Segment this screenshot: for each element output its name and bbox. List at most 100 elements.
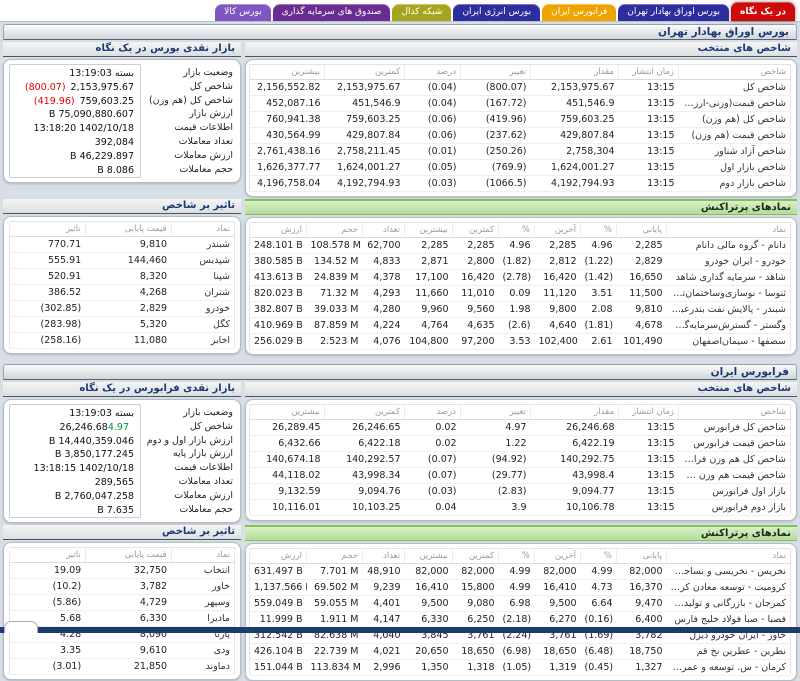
column-header[interactable]: زمان انتشار <box>618 64 679 80</box>
column-header[interactable]: حجم <box>306 548 363 565</box>
column-header[interactable]: حجم <box>306 222 363 238</box>
symbol-name-cell[interactable]: بازار دوم فرابورس <box>678 499 791 516</box>
symbol-name-cell[interactable]: شاخص قیمت هم وزن فراب... <box>678 467 791 484</box>
column-header[interactable]: % <box>580 222 617 238</box>
symbol-name-cell[interactable]: نطرین - عطرین نخ قم <box>666 643 791 661</box>
column-header[interactable]: بیشترین <box>404 548 453 565</box>
nav-tab[interactable]: در یک نگاه <box>731 2 795 21</box>
symbol-name-cell[interactable]: خودرو <box>171 300 235 317</box>
column-header[interactable]: شاخص <box>678 64 791 80</box>
symbol-name-cell[interactable]: شتران <box>171 284 235 301</box>
symbol-name-cell[interactable]: شاخص بازار اول <box>678 159 791 176</box>
symbol-name-cell[interactable]: شاخص قیمت(وزنی-ارزشی) <box>678 95 791 112</box>
column-header[interactable]: % <box>580 548 617 565</box>
symbol-name-cell[interactable]: شپنا <box>171 268 235 285</box>
symbol-name-cell[interactable]: شاخص قیمت فرابورس <box>678 435 791 452</box>
value-cell: 1,327 <box>616 659 667 677</box>
value-cell: 39.033 M <box>306 301 363 318</box>
symbol-name-cell[interactable]: ثنوسا - نوسازی‌وساختمان‌تهران <box>666 285 791 302</box>
symbol-name-cell[interactable]: شاخص آزاد شناور <box>678 143 791 160</box>
column-header[interactable]: کمترین <box>452 548 499 565</box>
value-cell: 2,285 <box>534 237 581 254</box>
column-header[interactable]: تاثیر <box>9 221 86 237</box>
column-header[interactable]: قیمت پایانی <box>84 221 172 237</box>
symbol-name-cell[interactable]: دماوند <box>171 658 235 676</box>
symbol-name-cell[interactable]: انتخاب <box>171 562 235 580</box>
column-header[interactable]: % <box>498 222 535 238</box>
column-header[interactable]: شاخص <box>678 404 791 420</box>
column-header[interactable]: تاثیر <box>9 547 86 564</box>
symbol-name-cell[interactable]: شبندر - پالایش نفت بندرعباس <box>666 301 791 318</box>
symbol-name-cell[interactable]: شاخص کل هم وزن فرابورس <box>678 451 791 468</box>
nav-tab[interactable]: بورس انرژی ایران <box>453 4 541 21</box>
nav-tab[interactable]: شبکه کدال <box>392 4 452 21</box>
value-cell: 44,118.02 <box>249 467 325 484</box>
value-cell: 9,094.77 <box>530 483 619 500</box>
symbol-name-cell[interactable]: دانام - گروه مالی دانام <box>666 237 791 254</box>
column-header[interactable]: پایانی <box>616 548 667 565</box>
column-header[interactable]: کمترین <box>324 404 405 420</box>
nav-tab[interactable]: صندوق های سرمایه گذاری <box>272 4 391 21</box>
symbol-name-cell[interactable]: مادیرا <box>171 610 235 628</box>
column-header[interactable]: تغییر <box>460 64 531 80</box>
column-header[interactable]: تعداد <box>362 548 405 565</box>
column-header[interactable]: آخرین <box>534 222 581 238</box>
symbol-name-cell[interactable]: کگل <box>171 316 235 333</box>
column-header[interactable]: تغییر <box>460 404 531 420</box>
symbol-name-cell[interactable]: شاخص بازار دوم <box>678 175 791 192</box>
column-header[interactable]: بیشترین <box>404 222 453 238</box>
symbol-name-cell[interactable]: وگستر - گسترش‌سرمایه‌گذاری‌ایرانخ... <box>666 317 791 334</box>
symbol-name-cell[interactable]: شپدیس <box>171 252 235 269</box>
symbol-name-cell[interactable]: ودی <box>171 642 235 660</box>
column-header[interactable]: زمان انتشار <box>618 404 679 420</box>
symbol-name-cell[interactable]: شاخص کل <box>678 79 791 96</box>
column-header[interactable]: تعداد <box>362 222 405 238</box>
column-header[interactable]: کمترین <box>452 222 499 238</box>
table-row: خودرو - ایران خودرو 2,829 (1.22) 2,812 (1.82… <box>249 253 791 270</box>
symbol-name-cell[interactable]: شبندر <box>171 236 235 253</box>
column-header[interactable]: مقدار <box>530 64 619 80</box>
column-header[interactable]: % <box>498 548 535 565</box>
column-header[interactable]: بیشترین <box>249 404 325 420</box>
symbol-name-cell[interactable]: خودرو - ایران خودرو <box>666 253 791 270</box>
table-row: شتران 4,268 386.52 <box>9 284 235 301</box>
value-cell: 429,807.84 <box>530 127 619 144</box>
symbol-name-cell[interactable]: وسپهر <box>171 594 235 612</box>
symbol-name-cell[interactable]: اخابر <box>171 332 235 349</box>
column-header[interactable]: نماد <box>170 547 235 564</box>
column-header[interactable]: قیمت پایانی <box>84 547 172 564</box>
nav-tab[interactable]: بورس کالا <box>215 4 271 21</box>
column-header[interactable]: مقدار <box>530 404 619 420</box>
symbol-name-cell[interactable]: شاهد - سرمایه گذاری شاهد <box>666 269 791 286</box>
value-cell: 2,156,552.82 <box>249 79 325 96</box>
column-header[interactable]: نماد <box>666 222 791 238</box>
nav-tab[interactable]: بورس اوراق بهادار تهران <box>618 4 730 21</box>
symbol-name-cell[interactable]: شاخص کل فرابورس <box>678 419 791 436</box>
symbol-name-cell[interactable]: شاخص قیمت (هم وزن) <box>678 127 791 144</box>
column-header[interactable]: نماد <box>170 221 235 237</box>
symbol-name-cell[interactable]: شاخص کل (هم وزن) <box>678 111 791 128</box>
symbol-name-cell[interactable]: خاور <box>171 578 235 596</box>
value-cell: 1.98 <box>498 301 535 318</box>
symbol-name-cell[interactable]: کمرجان - بازرگانی و تولیدی مرجان کار <box>666 595 791 613</box>
column-header[interactable]: بیشترین <box>249 64 325 80</box>
value-cell: 21,850 <box>85 658 172 676</box>
symbol-name-cell[interactable]: سصفها - سیمان‌اصفهان <box>666 333 791 350</box>
symbol-name-cell[interactable]: نخریس - نخریسی و نساجی خسروی ... <box>666 563 791 581</box>
column-header[interactable]: نماد <box>666 548 791 565</box>
column-header[interactable]: درصد <box>404 64 461 80</box>
nav-tab[interactable]: فرابورس ایران <box>542 4 617 21</box>
column-header[interactable]: کمترین <box>324 64 405 80</box>
overview-row-value: 289,565 <box>94 476 134 488</box>
column-header[interactable]: درصد <box>404 404 461 420</box>
value-cell: 8,320 <box>85 268 172 285</box>
column-header[interactable]: آخرین <box>534 548 581 565</box>
column-header[interactable]: ارزش <box>249 548 307 565</box>
symbol-name-cell[interactable]: بازار اول فرابورس <box>678 483 791 500</box>
symbol-name-cell[interactable]: فصبا - صبا فولاد خلیج فارس <box>666 611 791 629</box>
column-header[interactable]: ارزش <box>249 222 307 238</box>
symbol-name-cell[interactable]: کرمان - س. توسعه و عمران استان کرم... <box>666 659 791 677</box>
data-table: نماد پایانی% آخرین% کمترین بیشترین تعداد حجم ار… <box>249 548 791 677</box>
column-header[interactable]: پایانی <box>616 222 667 238</box>
symbol-name-cell[interactable]: کرومیت - توسعه معادن کرومیت کاوندگان <box>666 579 791 597</box>
